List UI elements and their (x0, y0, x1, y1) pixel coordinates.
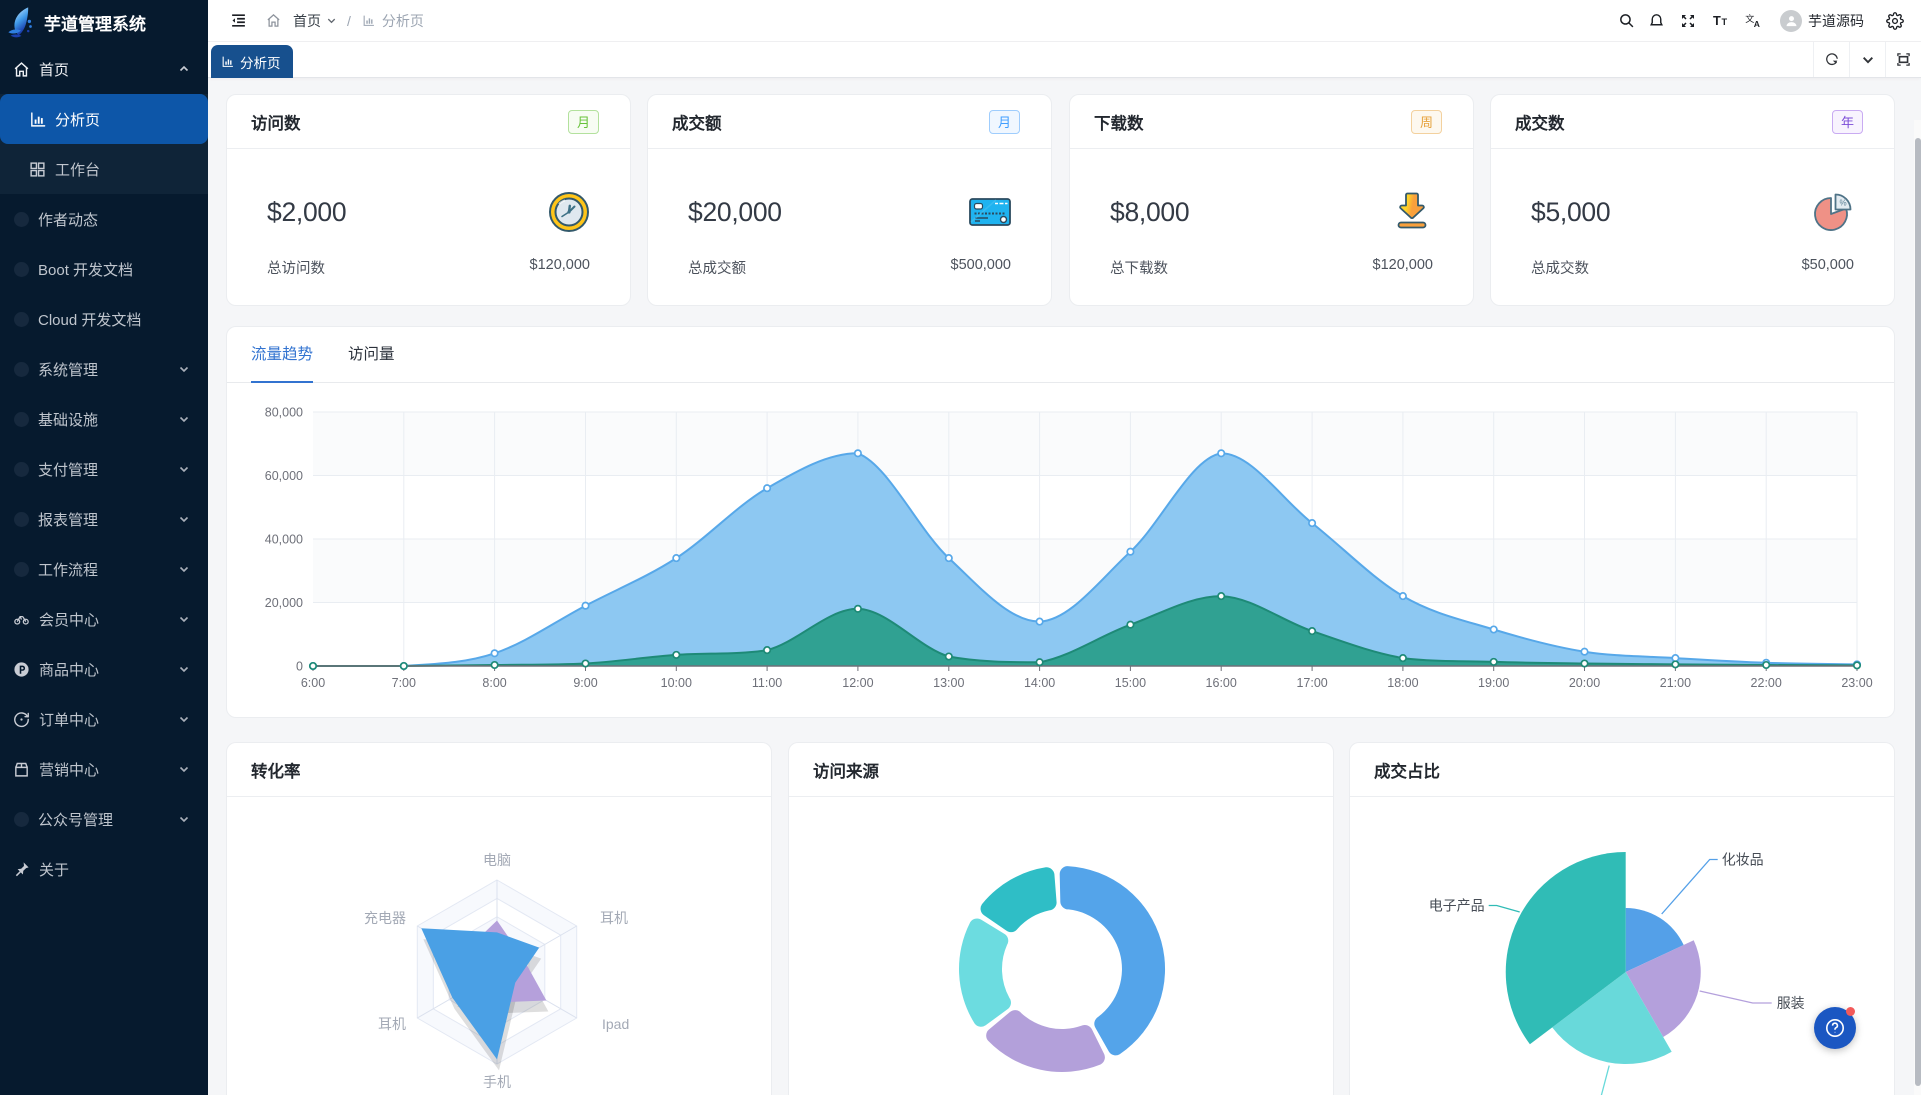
svg-text:手机: 手机 (483, 1074, 511, 1090)
svg-text:19:00: 19:00 (1478, 676, 1509, 690)
svg-text:10:00: 10:00 (661, 676, 692, 690)
svg-text:20:00: 20:00 (1569, 676, 1600, 690)
svg-text:15:00: 15:00 (1115, 676, 1146, 690)
svg-text:13:00: 13:00 (933, 676, 964, 690)
svg-text:17:00: 17:00 (1296, 676, 1327, 690)
svg-text:Ipad: Ipad (602, 1016, 629, 1032)
svg-text:电子产品: 电子产品 (1429, 898, 1485, 914)
svg-text:40,000: 40,000 (265, 533, 303, 547)
svg-text:18:00: 18:00 (1387, 676, 1418, 690)
svg-text:文: 文 (1745, 13, 1754, 24)
svg-text:充电器: 充电器 (364, 910, 406, 926)
svg-text:耳机: 耳机 (600, 910, 628, 926)
svg-text:7:00: 7:00 (392, 676, 416, 690)
svg-text:电脑: 电脑 (483, 852, 511, 868)
svg-text:22:00: 22:00 (1751, 676, 1782, 690)
svg-text:耳机: 耳机 (378, 1016, 406, 1032)
svg-text:8:00: 8:00 (482, 676, 506, 690)
svg-text:T: T (1713, 13, 1721, 28)
svg-text:9:00: 9:00 (573, 676, 597, 690)
svg-text:21:00: 21:00 (1660, 676, 1691, 690)
svg-text:23:00: 23:00 (1841, 676, 1872, 690)
svg-text:16:00: 16:00 (1206, 676, 1237, 690)
svg-text:化妆品: 化妆品 (1722, 852, 1764, 868)
svg-text:20,000: 20,000 (265, 596, 303, 610)
svg-text:60,000: 60,000 (265, 469, 303, 483)
svg-text:11:00: 11:00 (752, 676, 782, 690)
svg-text:服装: 服装 (1777, 995, 1805, 1011)
svg-text:0: 0 (296, 660, 303, 674)
svg-text:T: T (1722, 17, 1728, 27)
svg-text:80,000: 80,000 (265, 406, 303, 420)
svg-text:%: % (1840, 199, 1847, 208)
svg-text:14:00: 14:00 (1024, 676, 1055, 690)
svg-text:A: A (1754, 19, 1760, 29)
svg-text:12:00: 12:00 (842, 676, 873, 690)
svg-text:6:00: 6:00 (301, 676, 325, 690)
